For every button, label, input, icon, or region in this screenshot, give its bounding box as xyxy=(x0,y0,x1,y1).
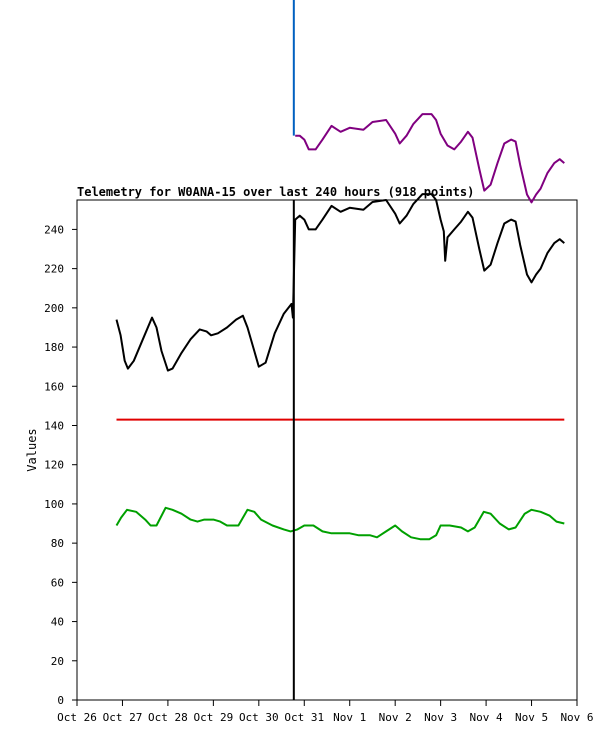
y-tick-label: 180 xyxy=(44,341,64,354)
y-tick-label: 200 xyxy=(44,302,64,315)
y-tick-label: 100 xyxy=(44,498,64,511)
y-tick-label: 40 xyxy=(51,616,64,629)
x-tick-label: Nov 6 xyxy=(560,711,593,724)
y-tick-label: 120 xyxy=(44,459,64,472)
series-line-black xyxy=(115,193,565,372)
y-tick-label: 140 xyxy=(44,419,64,432)
x-tick-label: Oct 28 xyxy=(148,711,188,724)
x-tick-label: Oct 27 xyxy=(103,711,143,724)
y-tick-label: 60 xyxy=(51,576,64,589)
chart-title: Telemetry for W0ANA-15 over last 240 hou… xyxy=(77,185,474,199)
y-axis: 0 20 40 60 80 100 120 140 160 180 200 220 240 xyxy=(44,223,77,707)
x-tick-label: Oct 30 xyxy=(239,711,279,724)
x-tick-label: Nov 5 xyxy=(515,711,548,724)
y-tick-label: 160 xyxy=(44,380,64,393)
x-tick-label: Nov 2 xyxy=(379,711,412,724)
y-tick-label: 220 xyxy=(44,263,64,276)
x-tick-label: Oct 29 xyxy=(193,711,233,724)
series-line-green xyxy=(115,506,565,541)
y-tick-label: 20 xyxy=(51,655,64,668)
x-axis: Oct 26 Oct 27 Oct 28 Oct 29 Oct 30 Oct 31 Nov … xyxy=(57,700,594,724)
x-tick-label: Nov 1 xyxy=(333,711,366,724)
x-tick-label: Nov 4 xyxy=(470,711,503,724)
plot-area-frame xyxy=(76,199,578,701)
x-tick-label: Oct 26 xyxy=(57,711,97,724)
y-tick-label: 240 xyxy=(44,223,64,236)
x-tick-label: Oct 31 xyxy=(284,711,324,724)
y-axis-label: Values xyxy=(25,428,39,471)
series-line-purple xyxy=(295,113,565,204)
y-tick-label: 80 xyxy=(51,537,64,550)
series-layer xyxy=(115,113,565,541)
x-tick-label: Nov 3 xyxy=(424,711,457,724)
y-tick-label: 0 xyxy=(57,694,64,707)
